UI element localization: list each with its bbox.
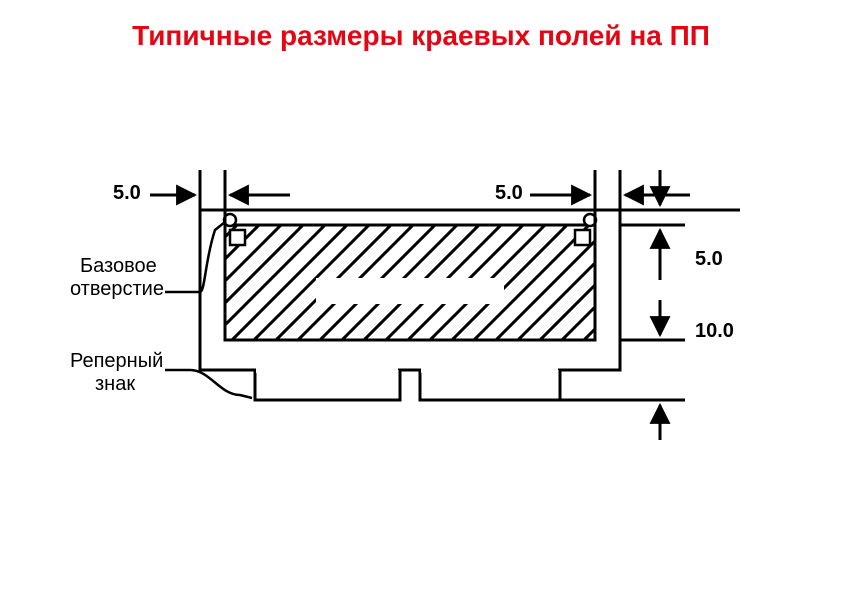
contact-slot-left [255,370,400,400]
leader-fiducial [165,370,252,398]
leader-base-hole [165,222,225,292]
diagram-svg [0,0,842,595]
fiducial-left [230,230,245,245]
contact-slot-right [420,370,560,400]
fiducial-right [575,230,590,245]
